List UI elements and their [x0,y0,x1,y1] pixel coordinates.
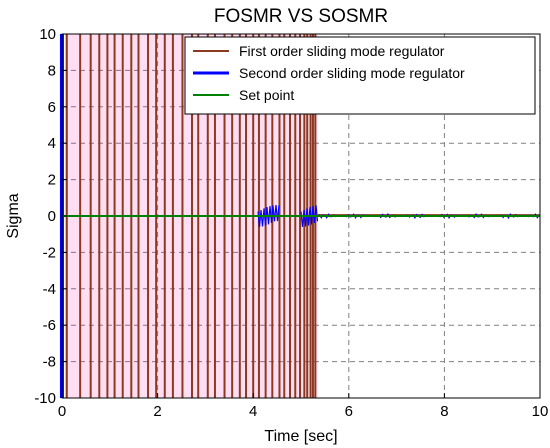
x-tick-label: 8 [440,403,448,420]
legend-label: Set point [239,87,294,103]
x-tick-label: 10 [532,403,549,420]
legend-box [184,36,536,115]
legend-label: Second order sliding mode regulator [239,65,465,81]
y-tick-label: 4 [48,135,56,152]
x-tick-label: 0 [58,403,66,420]
y-tick-label: -8 [43,354,56,371]
y-tick-label: 2 [48,172,56,189]
x-tick-label: 4 [249,403,257,420]
x-axis-label: Time [sec] [264,428,337,445]
y-tick-label: -10 [34,390,56,407]
y-tick-label: 0 [48,208,56,225]
legend-label: First order sliding mode regulator [239,43,445,59]
y-tick-label: -4 [43,281,56,298]
tick-group: 0 2 4 6 8 10 10 8 6 4 2 0 -2 -4 -6 -8 -10 [34,26,548,420]
y-axis-label: Sigma [5,193,22,238]
chart-title: FOSMR VS SOSMR [214,6,388,27]
y-tick-label: 10 [39,26,56,43]
y-tick-label: -2 [43,244,56,261]
y-tick-label: 6 [48,99,56,116]
x-tick-label: 2 [153,403,161,420]
x-tick-label: 6 [345,403,353,420]
y-tick-label: 8 [48,62,56,79]
legend: First order sliding mode regulator Second… [184,36,536,115]
y-tick-label: -6 [43,317,56,334]
